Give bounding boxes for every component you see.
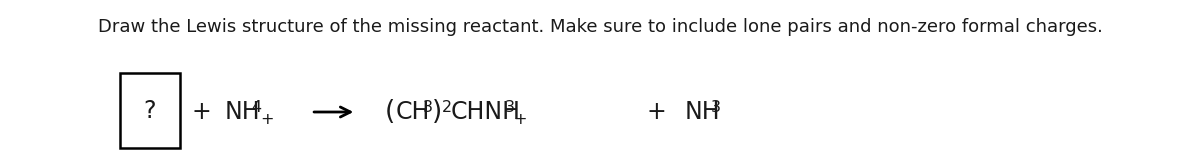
Text: CHNH: CHNH bbox=[451, 100, 521, 124]
Bar bbox=[120, 73, 180, 148]
Text: +: + bbox=[514, 112, 527, 127]
Text: NH: NH bbox=[684, 100, 720, 124]
Text: +: + bbox=[260, 112, 274, 127]
Text: Draw the Lewis structure of the missing reactant. Make sure to include lone pair: Draw the Lewis structure of the missing … bbox=[97, 18, 1103, 36]
Text: 2: 2 bbox=[442, 100, 451, 115]
Text: 3: 3 bbox=[422, 100, 433, 115]
Text: 4: 4 bbox=[251, 100, 262, 115]
Text: 3: 3 bbox=[710, 100, 721, 115]
Text: (: ( bbox=[384, 99, 395, 125]
Text: NH: NH bbox=[224, 100, 260, 124]
Text: ?: ? bbox=[144, 98, 156, 122]
Text: +: + bbox=[647, 100, 666, 124]
Text: +: + bbox=[192, 100, 211, 124]
Text: 3: 3 bbox=[504, 100, 515, 115]
Text: ): ) bbox=[432, 99, 443, 125]
Text: CH: CH bbox=[396, 100, 430, 124]
